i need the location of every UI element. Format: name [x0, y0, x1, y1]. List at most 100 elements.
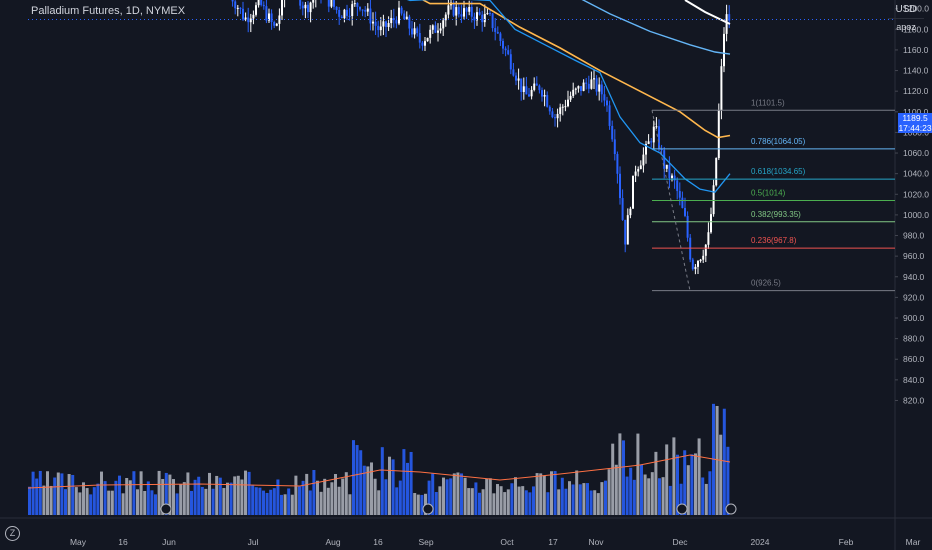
candle: [710, 207, 712, 234]
volume-bar: [146, 481, 150, 515]
dividend-icon: [676, 503, 688, 515]
candle-body: [535, 83, 538, 86]
volume-bar: [168, 474, 172, 515]
candle-body: [426, 37, 429, 42]
candle: [460, 4, 463, 23]
volume-bar: [319, 491, 323, 515]
volume-bar: [254, 487, 258, 515]
candle: [301, 1, 304, 16]
candle: [382, 14, 385, 36]
candle: [309, 1, 312, 23]
candle: [504, 46, 507, 57]
volume-bar: [71, 474, 75, 515]
candle: [572, 82, 575, 98]
candle-body: [457, 7, 460, 15]
candle: [704, 243, 707, 263]
candle: [437, 23, 439, 42]
candle-body: [476, 12, 478, 21]
volume-bar: [427, 480, 431, 515]
candle: [299, 0, 302, 10]
candle: [470, 1, 473, 23]
candle: [270, 9, 273, 30]
volume-bar: [589, 490, 593, 515]
candle-body: [255, 5, 257, 15]
candle: [720, 58, 723, 120]
candle-body: [489, 13, 491, 15]
volume-bar: [704, 483, 708, 515]
volume-bar: [56, 472, 60, 515]
candle-body: [348, 15, 351, 17]
volume-bar: [550, 471, 553, 515]
candle: [598, 77, 601, 101]
volume-bar: [546, 492, 550, 515]
y-tick-label: 1140.0: [903, 66, 929, 76]
candle-body: [236, 7, 239, 9]
candle: [447, 0, 450, 19]
candle-body: [551, 111, 554, 118]
timezone-icon[interactable]: Z: [5, 526, 20, 541]
candle-body: [312, 0, 315, 3]
candle-body: [702, 255, 705, 260]
volume-bar: [179, 484, 183, 515]
candle-body: [361, 9, 364, 11]
candle-body: [340, 16, 343, 19]
volume-bar: [539, 473, 543, 515]
candle-body: [556, 113, 559, 119]
volume-bar: [571, 484, 575, 515]
candle: [385, 20, 387, 38]
candle-body: [353, 3, 356, 5]
candle-body: [548, 106, 551, 112]
candle-body: [424, 41, 426, 46]
candle-body: [676, 180, 679, 192]
candle-body: [494, 28, 497, 32]
candle-body: [697, 261, 699, 267]
candle: [517, 68, 520, 90]
candle: [421, 40, 424, 51]
volume-bar: [46, 471, 49, 515]
candle-body: [491, 13, 494, 29]
volume-bar: [456, 472, 460, 515]
candle: [304, 2, 307, 19]
volume-bar: [226, 482, 229, 515]
candle: [476, 6, 478, 26]
candle-body: [273, 21, 276, 26]
candle: [239, 7, 242, 14]
candle: [582, 79, 585, 92]
volume-bar: [373, 478, 377, 515]
volume-bar: [305, 473, 309, 515]
user-label[interactable]: apoz: [896, 22, 916, 32]
candle-body: [572, 89, 575, 96]
volume-bar: [560, 477, 564, 515]
price-scale-header[interactable]: USD apoz: [888, 4, 924, 32]
candle: [686, 211, 689, 242]
candle: [535, 76, 538, 86]
candle: [554, 113, 556, 127]
volume-bar: [467, 488, 471, 515]
candle: [353, 0, 356, 7]
candle: [629, 206, 632, 219]
x-tick-label: Oct: [500, 537, 514, 547]
candle-body: [720, 66, 723, 111]
candle: [522, 77, 525, 100]
volume-bar: [164, 472, 168, 515]
last-price-tag: 1189.5 17:44:23: [898, 113, 932, 133]
candle: [525, 76, 528, 95]
volume-bar: [265, 492, 269, 515]
candle: [377, 20, 380, 38]
volume-bar: [272, 488, 276, 515]
candle-body: [593, 78, 595, 80]
candle-body: [502, 40, 504, 49]
volume-bar: [492, 493, 496, 515]
candle: [434, 21, 437, 34]
volume-bar: [100, 471, 103, 515]
volume-bar: [542, 475, 546, 515]
candle-body: [699, 259, 702, 262]
volume-bar: [359, 450, 363, 515]
currency-label[interactable]: USD: [895, 4, 917, 15]
candle-body: [587, 83, 590, 89]
candle-body: [244, 17, 247, 20]
candle: [335, 6, 338, 14]
candle-body: [249, 18, 252, 23]
